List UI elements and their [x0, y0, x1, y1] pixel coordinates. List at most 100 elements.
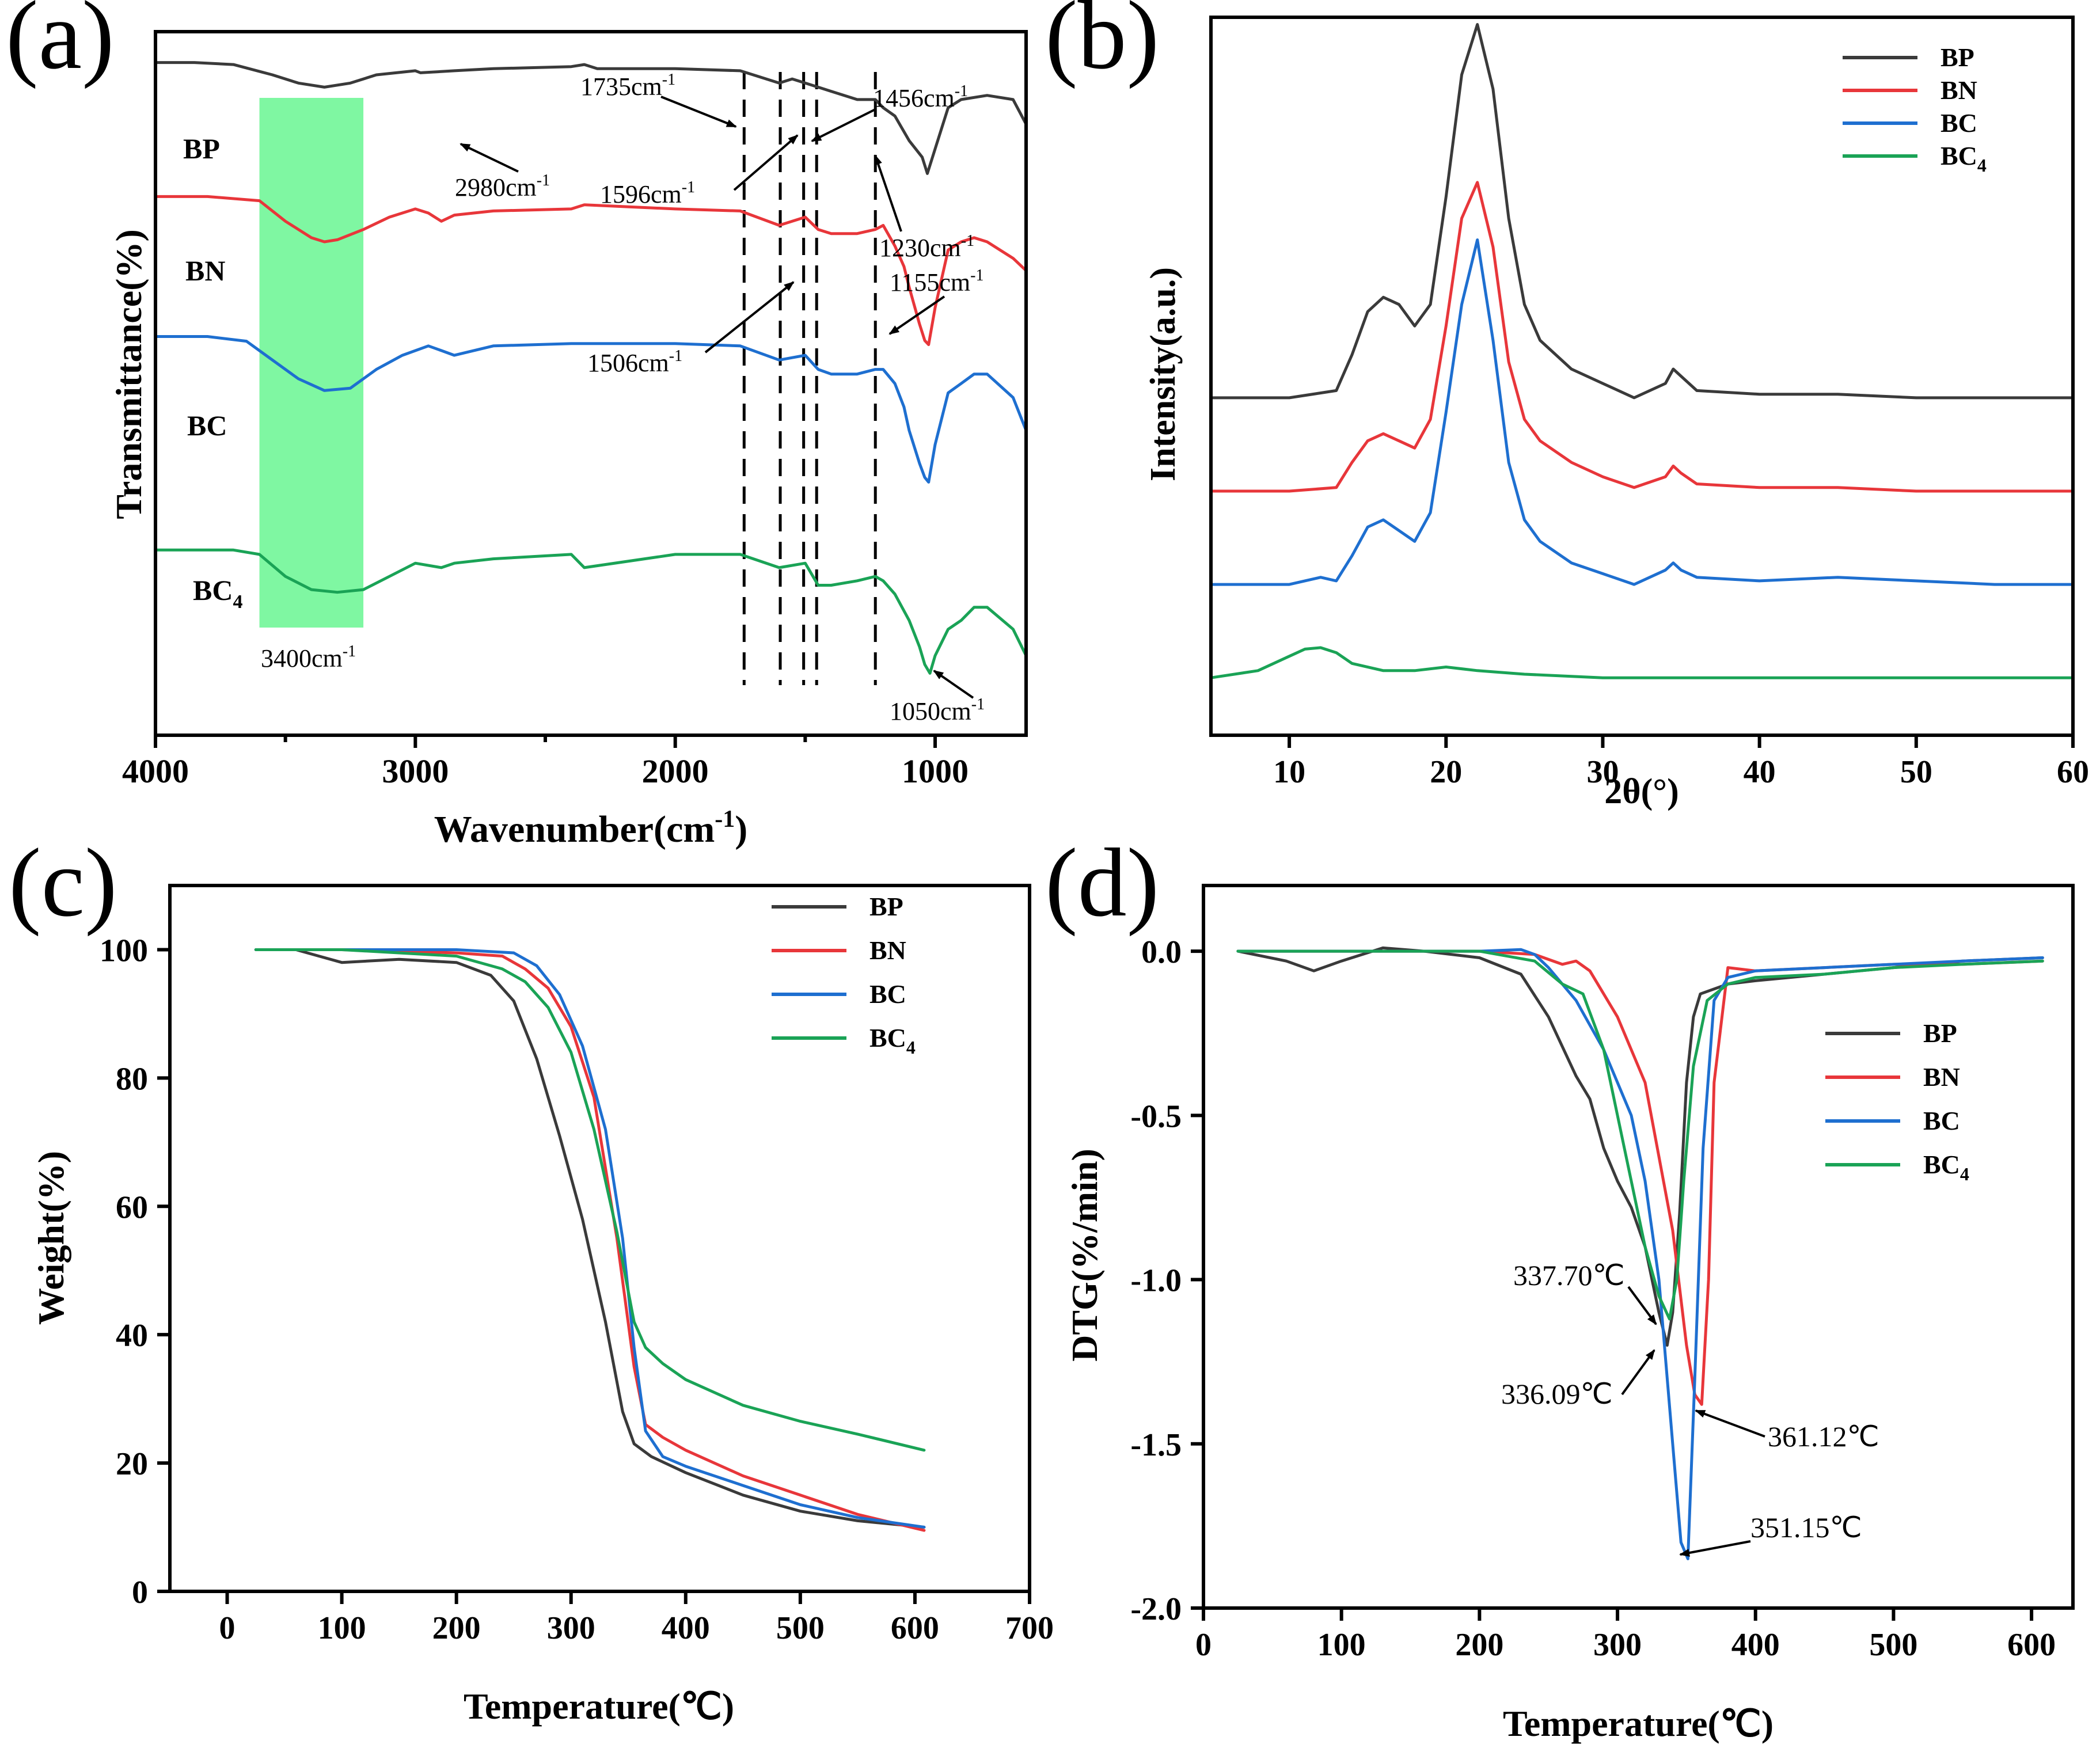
panel-b-x-axis-label: 2θ(°) — [1604, 772, 1679, 811]
y-tick-label--1: -1.0 — [1130, 1263, 1182, 1299]
x-tick-label-300: 300 — [547, 1610, 595, 1646]
legend-label-bc: BC — [1940, 108, 1977, 138]
panel-c-legend: BP BN BC BC4 — [772, 892, 916, 1058]
annotation-361-12-arrow — [1695, 1409, 1765, 1438]
legend-label-bc4: BC4 — [1940, 141, 1987, 176]
panel-b-x-ticks: 10 20 30 40 50 60 — [1273, 735, 2089, 790]
annotation-1456: 1456cm-1 — [873, 82, 968, 112]
series-bp-line — [1209, 23, 2075, 400]
legend-label-bn: BN — [869, 936, 906, 965]
panel-a-series — [154, 61, 1028, 675]
panel-b: (b) 10 20 30 40 50 60 2θ(°) Intensity(a.u.) B… — [1045, 0, 2089, 811]
legend-label-bp: BP — [1923, 1018, 1957, 1048]
legend-label-bc4: BC4 — [1923, 1150, 1969, 1184]
annotation-1050-arrow — [933, 670, 974, 699]
panel-a-series-label-bc: BC — [187, 409, 227, 442]
panel-d-legend: BP BN BC BC4 — [1825, 1018, 1969, 1184]
panel-c-series — [254, 948, 926, 1532]
x-tick-label-500: 500 — [776, 1610, 825, 1646]
y-tick-label--0.5: -0.5 — [1130, 1099, 1182, 1134]
panel-a-y-axis-label: Transmittance(%) — [108, 229, 149, 519]
panel-a-series-label-bn: BN — [185, 254, 225, 287]
annotation-1155: 1155cm-1 — [890, 267, 983, 297]
x-tick-label-40: 40 — [1744, 754, 1776, 790]
annotation-337-70: 337.70℃ — [1513, 1259, 1625, 1291]
panel-c-y-axis-label: Weight(%) — [31, 1151, 71, 1325]
x-tick-label-1000: 1000 — [902, 753, 969, 790]
legend-label-bn: BN — [1940, 75, 1977, 105]
panel-d-annotations: 337.70℃ 336.09℃ 361.12℃ 351.15℃ — [1501, 1259, 1879, 1557]
panel-a-series-label-bc4: BC4 — [193, 574, 242, 613]
annotation-1506-arrow — [704, 281, 795, 354]
x-tick-label-10: 10 — [1273, 754, 1305, 790]
annotation-2980-arrow — [460, 143, 519, 173]
annotation-361-12: 361.12℃ — [1768, 1420, 1879, 1453]
x-tick-label-60: 60 — [2057, 754, 2089, 790]
annotation-1230-arrow — [874, 154, 902, 232]
panel-a-annotations: 1735cm-1 1456cm-1 2980cm-1 1596cm-1 1230… — [261, 71, 985, 725]
panel-a-plot-frame — [154, 30, 1028, 737]
panel-c-label: (c) — [9, 829, 117, 937]
x-tick-label-700: 700 — [1005, 1610, 1054, 1646]
x-tick-label-300: 300 — [1593, 1627, 1642, 1663]
annotation-3400: 3400cm-1 — [261, 643, 356, 672]
series-bp-line — [154, 61, 1028, 175]
x-tick-label-200: 200 — [432, 1610, 481, 1646]
annotation-1050: 1050cm-1 — [890, 696, 985, 725]
x-tick-label-20: 20 — [1430, 754, 1462, 790]
panel-b-series — [1209, 23, 2075, 679]
x-tick-label-2000: 2000 — [642, 753, 709, 790]
y-tick-label-80: 80 — [116, 1061, 148, 1097]
panel-c: (c) 0 100 200 300 400 500 600 700 0 20 40 60 80 100 T… — [9, 829, 1054, 1727]
panel-b-y-axis-label: Intensity(a.u.) — [1144, 267, 1183, 481]
series-bn-line — [154, 195, 1028, 347]
annotation-1735: 1735cm-1 — [580, 71, 675, 101]
annotation-337-70-arrow — [1627, 1286, 1657, 1325]
series-bp-line — [254, 948, 926, 1529]
y-tick-label-0: 0.0 — [1141, 934, 1182, 970]
panel-a-x-axis-label: Wavenumber(cm-1) — [434, 806, 748, 850]
annotation-1596-arrow — [733, 134, 799, 191]
panel-a: (a) 4000 3000 2000 1000 Wavenumber(cm-1) Tr… — [6, 0, 1028, 850]
x-tick-label-600: 600 — [891, 1610, 939, 1646]
series-bp-line — [1236, 946, 2044, 1347]
annotation-336-09-arrow — [1621, 1349, 1655, 1396]
panel-d-series — [1236, 946, 2044, 1560]
panel-b-label: (b) — [1045, 0, 1159, 89]
annotation-351-15: 351.15℃ — [1750, 1511, 1862, 1544]
x-tick-label-0: 0 — [219, 1610, 236, 1646]
panel-a-series-label-bp: BP — [183, 132, 220, 165]
legend-label-bn: BN — [1923, 1062, 1960, 1092]
annotation-1155-arrow — [888, 295, 945, 335]
series-bc4-line — [1209, 646, 2075, 679]
x-tick-label-100: 100 — [318, 1610, 366, 1646]
x-tick-label-400: 400 — [662, 1610, 710, 1646]
y-tick-label-100: 100 — [100, 933, 148, 968]
panel-a-x-ticks: 4000 3000 2000 1000 — [122, 735, 969, 790]
annotation-1506: 1506cm-1 — [587, 347, 682, 377]
x-tick-label-50: 50 — [1900, 754, 1932, 790]
x-tick-label-30: 30 — [1586, 754, 1619, 790]
legend-label-bp: BP — [869, 892, 903, 921]
series-bc4-line — [1236, 949, 2044, 1321]
series-bc-line — [1209, 238, 2075, 586]
y-tick-label-40: 40 — [116, 1318, 148, 1354]
y-tick-label--2: -2.0 — [1130, 1591, 1182, 1627]
legend-label-bp: BP — [1940, 43, 1974, 72]
series-bc4-line — [154, 548, 1028, 675]
panel-d-ticks: 0 100 200 300 400 500 600 0.0 -0.5 -1.0 -1.5 -2.0 — [1130, 934, 2056, 1663]
panel-a-label: (a) — [6, 0, 115, 89]
series-bc-line — [154, 335, 1028, 484]
panel-c-x-axis-label: Temperature(℃) — [464, 1686, 734, 1727]
panel-c-plot-frame — [168, 884, 1031, 1593]
annotation-351-15-arrow — [1679, 1540, 1751, 1557]
panel-d-plot-frame — [1202, 884, 2075, 1610]
x-tick-label-4000: 4000 — [122, 753, 189, 790]
annotation-1735-arrow — [660, 96, 737, 128]
y-tick-label-20: 20 — [116, 1446, 148, 1482]
x-tick-label-0: 0 — [1195, 1627, 1212, 1663]
x-tick-label-400: 400 — [1731, 1627, 1780, 1663]
annotation-2980: 2980cm-1 — [455, 172, 550, 202]
legend-label-bc: BC — [869, 979, 906, 1009]
